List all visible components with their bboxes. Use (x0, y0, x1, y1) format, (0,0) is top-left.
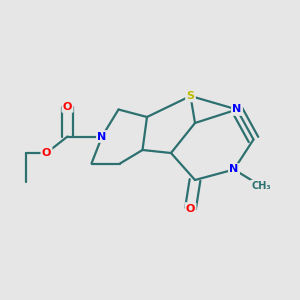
Text: N: N (98, 131, 106, 142)
Text: O: O (63, 101, 72, 112)
Text: O: O (42, 148, 51, 158)
Text: S: S (187, 91, 194, 101)
Text: O: O (186, 203, 195, 214)
Text: N: N (232, 104, 242, 115)
Text: N: N (230, 164, 238, 175)
Text: CH₃: CH₃ (251, 181, 271, 191)
